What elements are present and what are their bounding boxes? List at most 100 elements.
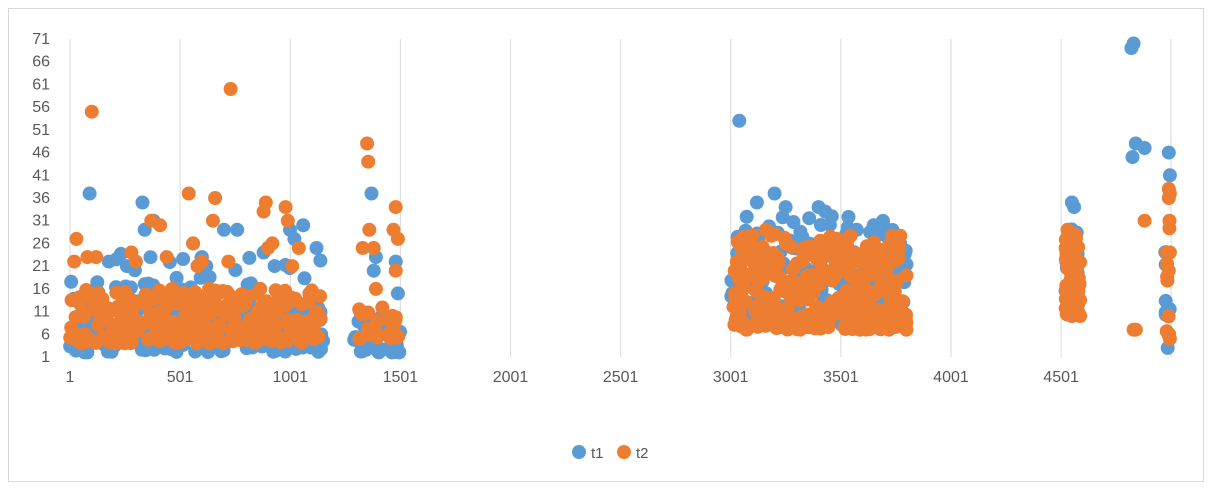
point-t1 <box>138 343 153 358</box>
point-t2 <box>72 290 87 305</box>
x-tick-label: 4501 <box>1043 369 1079 386</box>
point-t2 <box>390 231 405 246</box>
point-t2 <box>93 314 108 329</box>
x-tick-label: 1 <box>66 369 75 386</box>
point-t2 <box>366 328 381 342</box>
point-t2 <box>258 195 273 210</box>
x-tick-label: 3501 <box>823 369 859 386</box>
point-t2 <box>795 253 810 268</box>
point-t2 <box>366 241 381 255</box>
point-t2 <box>884 277 899 292</box>
x-tick-label: 3001 <box>713 369 749 386</box>
point-t2 <box>84 104 99 119</box>
point-t2 <box>128 254 143 269</box>
y-tick-label: 46 <box>32 145 50 162</box>
point-t2 <box>748 304 763 319</box>
point-t2 <box>1128 322 1143 337</box>
point-t2 <box>89 335 103 350</box>
point-t2 <box>249 286 264 301</box>
point-t2 <box>388 263 403 278</box>
point-t2 <box>796 285 811 300</box>
point-t2 <box>352 331 367 346</box>
point-t2 <box>133 315 148 330</box>
point-t2 <box>770 254 785 269</box>
point-t2 <box>169 336 184 350</box>
point-t2 <box>159 250 174 265</box>
point-t2 <box>1137 213 1152 228</box>
point-t1 <box>143 250 158 265</box>
y-tick-label: 61 <box>32 76 50 93</box>
point-t2 <box>186 236 201 251</box>
point-t2 <box>813 233 828 248</box>
point-t2 <box>282 295 297 310</box>
point-t2 <box>1072 306 1087 321</box>
point-t2 <box>1059 241 1074 256</box>
point-t2 <box>870 317 885 332</box>
y-tick-label: 56 <box>32 99 50 116</box>
point-t2 <box>221 287 236 302</box>
point-t2 <box>1161 309 1176 324</box>
point-t1 <box>135 195 150 210</box>
point-t2 <box>141 332 156 347</box>
x-tick-label: 2501 <box>603 369 639 386</box>
point-t2 <box>1073 292 1088 307</box>
point-t2 <box>375 300 390 315</box>
point-t1 <box>113 246 128 261</box>
point-t2 <box>755 265 770 280</box>
point-t2 <box>172 319 186 334</box>
point-t2 <box>829 231 844 246</box>
point-t2 <box>859 239 874 254</box>
point-t2 <box>784 273 799 288</box>
point-t2 <box>1067 227 1082 242</box>
point-t2 <box>887 243 901 258</box>
y-tick-label: 6 <box>41 326 50 343</box>
point-t2 <box>153 218 168 233</box>
point-t2 <box>77 309 91 324</box>
point-t1 <box>767 186 782 201</box>
point-t2 <box>734 316 749 331</box>
point-t2 <box>291 241 306 255</box>
point-t2 <box>100 333 115 348</box>
point-t1 <box>841 210 856 224</box>
point-t2 <box>281 327 296 342</box>
point-t1 <box>1162 168 1177 183</box>
point-t2 <box>303 288 318 303</box>
series-t2 <box>63 82 1177 351</box>
point-t1 <box>309 241 324 255</box>
x-tick-label: 501 <box>167 369 194 386</box>
point-t1 <box>297 271 312 286</box>
point-t1 <box>749 195 764 210</box>
point-t2 <box>253 332 268 347</box>
y-tick-label: 31 <box>32 213 50 230</box>
point-t2 <box>783 288 797 303</box>
x-tick-label: 1001 <box>272 369 308 386</box>
y-tick-label: 26 <box>32 235 50 252</box>
point-t2 <box>362 222 377 237</box>
point-t2 <box>843 228 858 243</box>
y-tick-label: 71 <box>32 31 50 48</box>
point-t2 <box>234 287 249 302</box>
point-t2 <box>847 304 862 319</box>
point-t2 <box>772 302 786 317</box>
point-t2 <box>370 314 385 328</box>
point-t2 <box>144 315 159 330</box>
point-t1 <box>802 211 817 226</box>
point-t1 <box>1125 150 1140 165</box>
point-t2 <box>208 191 223 205</box>
point-t1 <box>82 186 97 201</box>
point-t2 <box>884 305 899 320</box>
point-t2 <box>209 319 224 334</box>
point-t1 <box>732 113 747 128</box>
point-t2 <box>745 241 760 256</box>
y-tick-label: 16 <box>32 281 50 298</box>
point-t2 <box>871 284 886 299</box>
point-t2 <box>109 285 124 300</box>
point-t2 <box>803 273 818 288</box>
point-t2 <box>1064 271 1078 286</box>
plot-area <box>63 36 1177 360</box>
point-t2 <box>280 213 295 228</box>
point-t1 <box>1126 36 1141 51</box>
point-t2 <box>833 296 848 311</box>
point-t1 <box>296 218 311 233</box>
